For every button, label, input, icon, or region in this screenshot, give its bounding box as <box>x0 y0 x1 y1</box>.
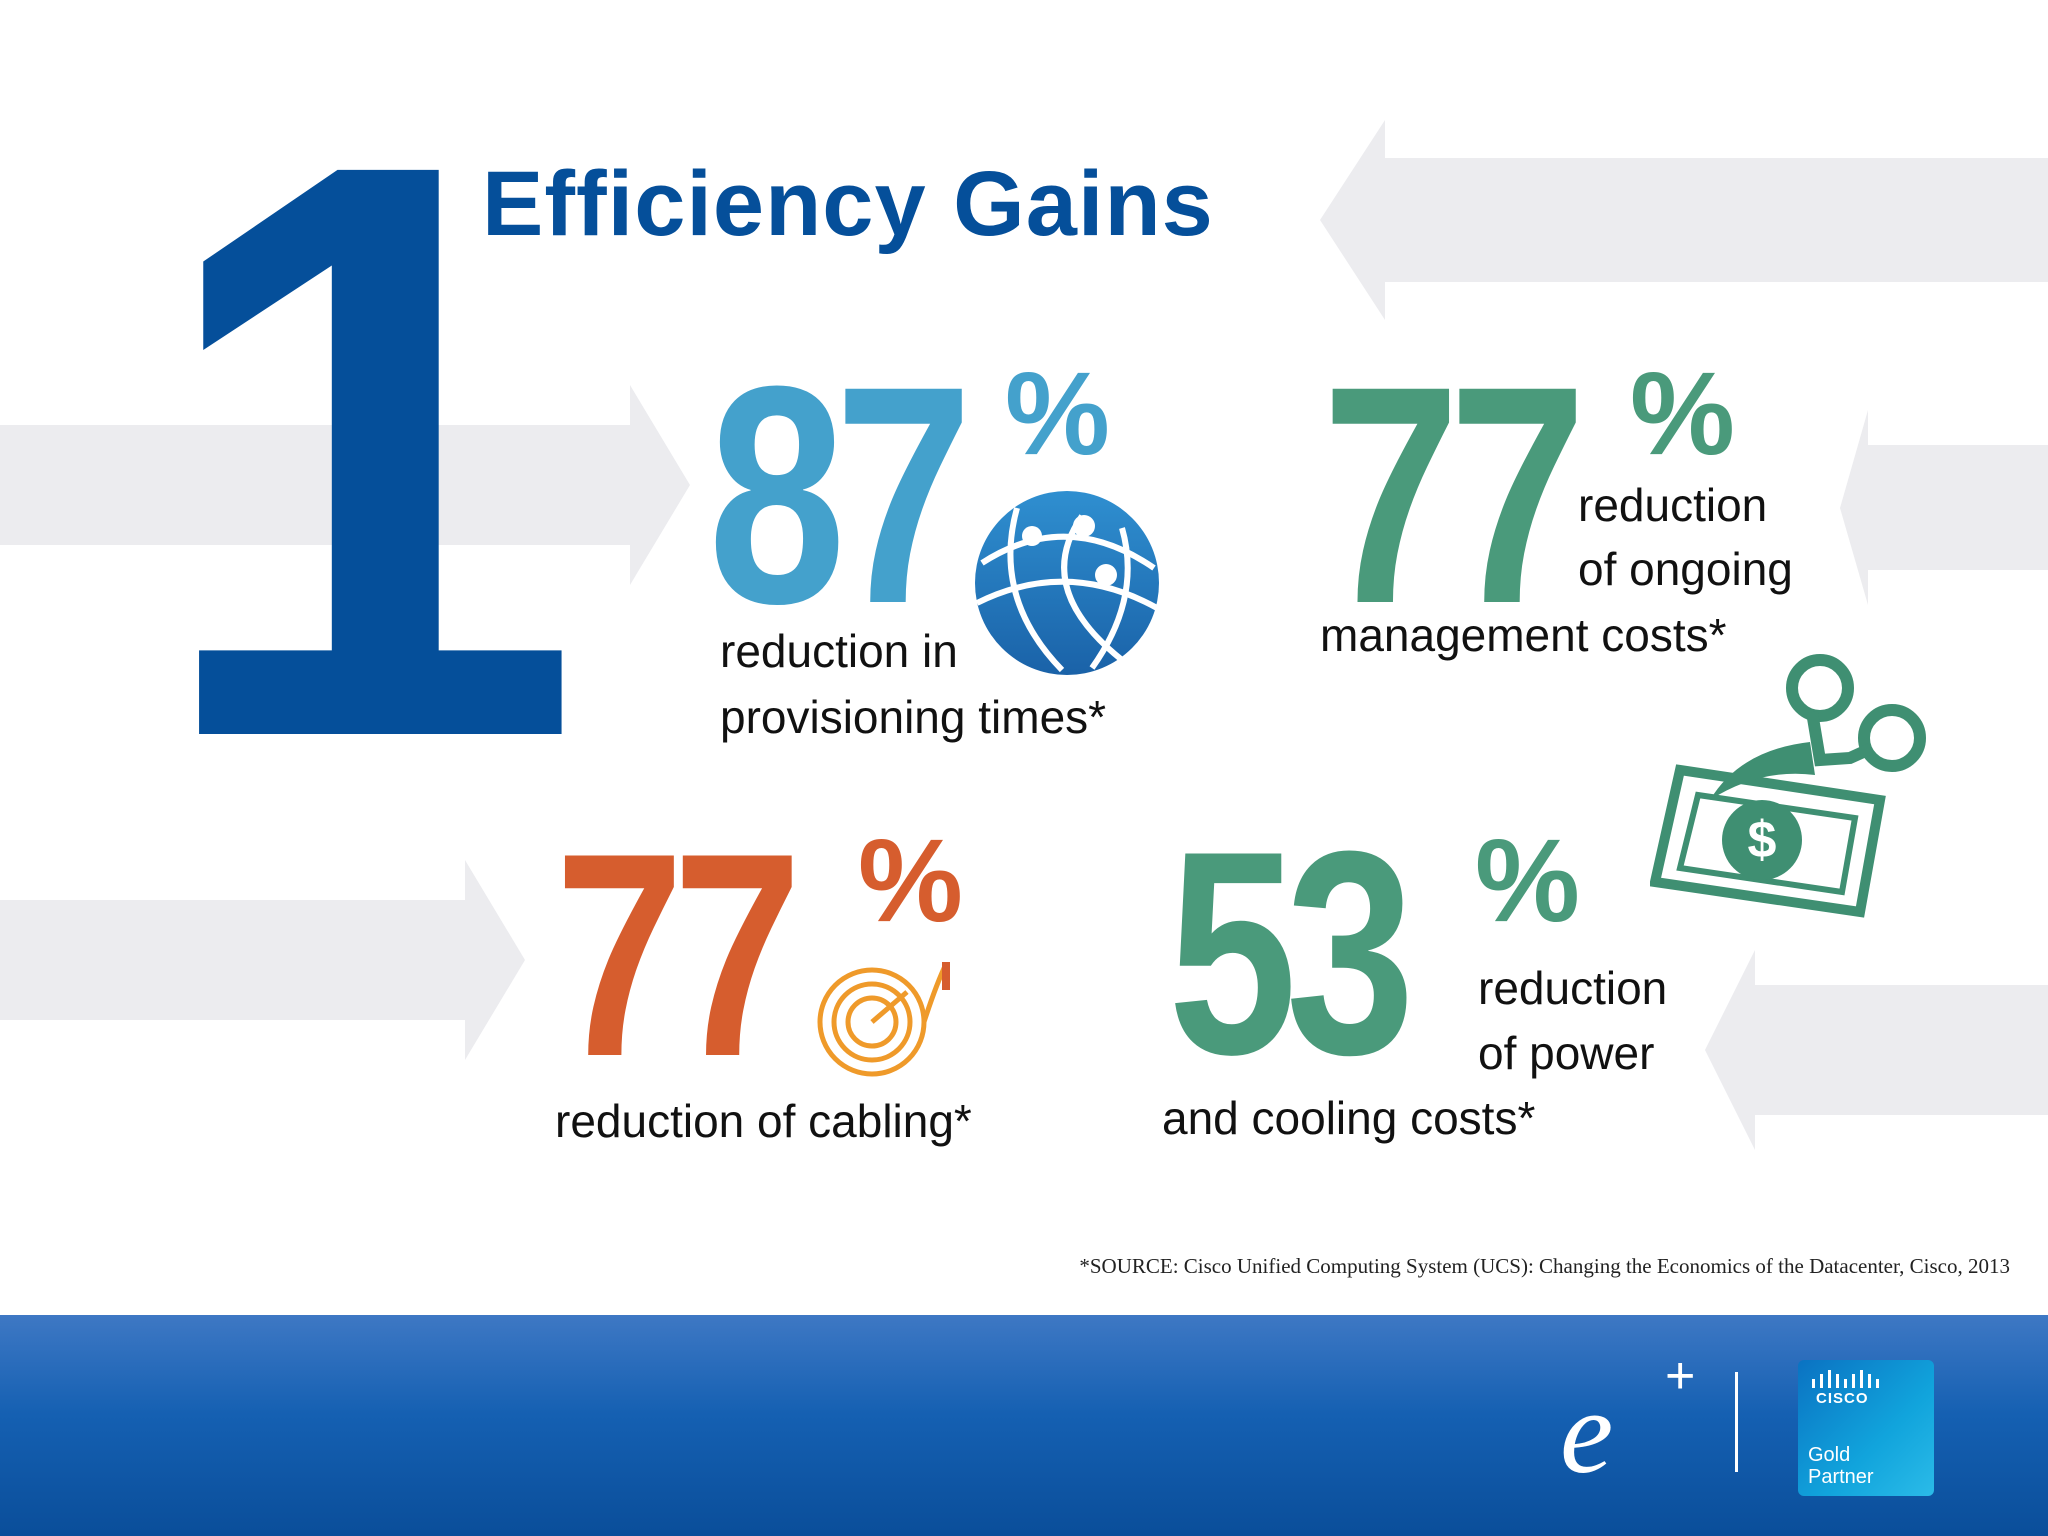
stat-value-provisioning: 87 <box>708 321 973 668</box>
arrow-right-mid <box>0 385 690 585</box>
arrow-left-low <box>1705 950 2048 1150</box>
badge-partner-text: Partner <box>1808 1466 1874 1488</box>
stat-desc-power-line2: of power <box>1478 1027 1655 1079</box>
stat-value-power: 53 <box>1168 791 1415 1115</box>
stat-percent-provisioning: % <box>1005 348 1110 480</box>
stat-desc-cabling: reduction of cabling* <box>555 1095 972 1147</box>
badge-gold-text: Gold <box>1808 1444 1851 1466</box>
logo-divider <box>1735 1372 1738 1472</box>
stat-value-management: 77 <box>1322 321 1587 668</box>
stat-desc-provisioning-line1: reduction in <box>720 625 958 677</box>
arrow-right-low <box>0 860 525 1060</box>
cisco-bars-icon <box>1812 1370 1879 1388</box>
money-scissors-icon: $ <box>1650 654 1926 918</box>
stat-desc-provisioning-line2: provisioning times* <box>720 691 1107 743</box>
stat-desc-management-line1: reduction <box>1578 479 1768 531</box>
footer-bar <box>0 1315 2048 1536</box>
section-number: 1 <box>150 0 583 908</box>
stat-value-cabling: 77 <box>555 793 802 1117</box>
source-footnote: *SOURCE: Cisco Unified Computing System … <box>1079 1254 2010 1278</box>
arrow-left-top <box>1320 120 2048 320</box>
svg-text:$: $ <box>1748 811 1777 869</box>
page-title: Efficiency Gains <box>482 153 1214 255</box>
arrow-left-mid <box>1840 410 2048 605</box>
globe-network-icon <box>975 491 1159 675</box>
stat-desc-power-line1: reduction <box>1478 962 1668 1014</box>
stat-percent-cabling: % <box>858 815 963 947</box>
cisco-wordmark: CISCO <box>1816 1390 1869 1407</box>
stat-desc-power-line3: and cooling costs* <box>1162 1092 1536 1144</box>
stat-desc-management-line3: management costs* <box>1320 609 1727 661</box>
eplus-logo: e <box>1560 1365 1614 1498</box>
stat-desc-management-line2: of ongoing <box>1578 543 1793 595</box>
coiled-cable-icon <box>817 962 950 1077</box>
stat-percent-management: % <box>1630 348 1735 480</box>
eplus-logo-plus: + <box>1665 1347 1696 1405</box>
stat-percent-power: % <box>1475 815 1580 947</box>
